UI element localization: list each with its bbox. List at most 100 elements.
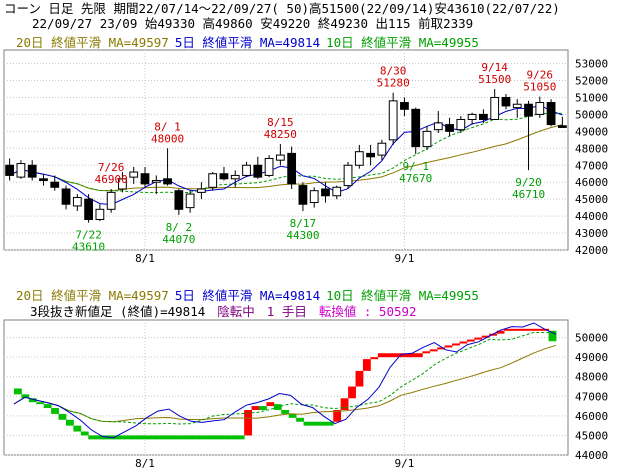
legend-entry-0: 20日 終値平滑 MA=49597 [16, 288, 169, 303]
kagi-bar [229, 435, 238, 440]
high-annotation-date: 8/ 1 [154, 120, 181, 133]
candle-body [535, 102, 545, 115]
candle-body [140, 173, 150, 185]
low-annotation-value: 44300 [286, 229, 319, 242]
low-annotation-date: 8/17 [290, 217, 317, 230]
candle-body [422, 130, 432, 148]
kagi-bar [125, 435, 134, 440]
low-annotation-date: 9/20 [515, 176, 542, 189]
kagi-bar [400, 353, 408, 358]
candle-body [197, 188, 206, 193]
kagi-bar [88, 435, 97, 440]
kagi-bar [452, 343, 460, 346]
y-tick-label: 44000 [575, 210, 608, 223]
candle-body [16, 163, 26, 178]
candle-body [433, 122, 443, 131]
x-tick-label: 8/1 [135, 457, 155, 470]
legend-entry-1: 5日 終値平滑 MA=49814 [175, 288, 320, 303]
kagi-bar [422, 351, 431, 354]
kagi-bar [214, 435, 223, 440]
kagi-bar [95, 435, 104, 440]
kagi-bar [251, 406, 260, 410]
kagi-bar [362, 359, 371, 371]
kagi-bar [80, 431, 89, 436]
kagi-bar [184, 435, 193, 440]
legend-entry-0: 20日 終値平滑 MA=49597 [16, 35, 169, 50]
candle-body [354, 151, 364, 166]
candle-body [445, 124, 454, 132]
y-tick-label: 44000 [575, 449, 608, 462]
high-annotation-date: 8/30 [380, 65, 407, 78]
candle-body [84, 198, 93, 220]
candle-body [72, 196, 82, 207]
kagi-bar [318, 421, 327, 426]
kagi-bar [370, 357, 379, 360]
high-annotation-date: 9/14 [481, 61, 508, 74]
kagi-bar [481, 335, 490, 338]
candle-body [546, 102, 556, 126]
candle-body [253, 164, 263, 178]
kagi-bar [14, 388, 22, 395]
y-tick-label: 49000 [575, 351, 608, 364]
kagi-bar [466, 339, 475, 342]
kagi-bar [504, 328, 512, 331]
kagi-bar [28, 398, 37, 403]
y-tick-label: 45000 [575, 193, 608, 206]
ma5-line [9, 104, 563, 206]
legend-entry-2: 10日 終値平滑 MA=49955 [326, 288, 479, 303]
kagi-bar [117, 435, 126, 440]
kagi-bar [147, 435, 156, 440]
kagi-bar [58, 413, 67, 420]
candle-body [411, 108, 421, 148]
kagi-bar [333, 410, 342, 422]
kagi-bar [177, 435, 186, 440]
chart-header-line2: 22/09/27 23/09 始49330 高49860 安49220 終492… [32, 16, 474, 31]
kagi-bar [296, 417, 304, 422]
kagi-bar [526, 328, 535, 331]
kagi-info-0: 3段抜き新値足 (終値)=49814 [30, 304, 205, 319]
candle-body [129, 171, 139, 178]
kagi-bar [496, 330, 505, 334]
candle-body [50, 181, 60, 188]
kagi-bar [73, 425, 82, 432]
y-tick-label: 52000 [575, 75, 608, 88]
kagi-info-2: 1 手目 [267, 304, 307, 319]
candle-body [332, 186, 342, 197]
candle-body [118, 178, 127, 190]
kagi-bar [518, 328, 527, 331]
kagi-bar [65, 419, 74, 426]
candle-body [95, 208, 105, 220]
low-annotation-date: 9/ 1 [402, 160, 429, 173]
y-tick-label: 53000 [575, 58, 608, 71]
y-tick-label: 46000 [575, 410, 608, 423]
ma10-line [13, 331, 557, 425]
low-annotation-value: 44070 [162, 233, 195, 246]
kagi-bar [43, 404, 52, 409]
high-annotation-date: 7/26 [98, 161, 125, 174]
y-tick-label: 49000 [575, 125, 608, 138]
candle-body [163, 178, 172, 185]
y-tick-label: 51000 [575, 91, 608, 104]
y-tick-label: 45000 [575, 429, 608, 442]
kagi-bar [244, 410, 252, 436]
candle-body [185, 193, 195, 209]
kagi-bar [459, 341, 468, 344]
candle-body [388, 100, 398, 141]
high-annotation-value: 48000 [151, 132, 184, 145]
legend-entry-1: 5日 終値平滑 MA=49814 [175, 35, 320, 50]
candle-body [39, 178, 48, 182]
kagi-bar [407, 353, 416, 358]
kagi-info-3: 転換値 : 50592 [319, 304, 417, 319]
y-tick-label: 48000 [575, 371, 608, 384]
candle-body [366, 152, 375, 158]
high-annotation-value: 51280 [377, 77, 410, 90]
candle-body [467, 113, 477, 120]
kagi-bar [474, 337, 483, 340]
kagi-bar [21, 394, 30, 399]
candle-body [343, 164, 353, 187]
kagi-bar [51, 408, 59, 414]
kagi-bar [236, 435, 245, 440]
kagi-bar [199, 435, 208, 440]
high-annotation-value: 46900 [95, 173, 128, 186]
